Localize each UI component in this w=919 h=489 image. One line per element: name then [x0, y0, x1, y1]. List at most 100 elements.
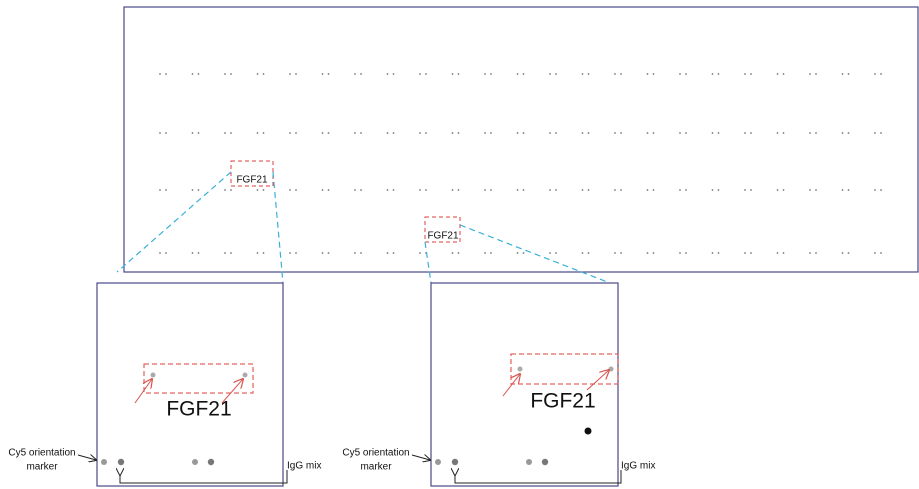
array-spot	[516, 252, 519, 254]
array-spot	[711, 189, 714, 191]
array-spot	[224, 73, 226, 75]
array-spot	[197, 252, 200, 254]
array-spot	[360, 73, 362, 75]
array-spot	[711, 132, 714, 134]
array-spot	[880, 73, 882, 75]
array-panel: FGF21 FGF21	[123, 6, 919, 273]
array-spot	[490, 73, 492, 75]
inset: FGF21 Cy5 orientation marker IgG mix	[8, 282, 321, 487]
array-spot	[685, 73, 687, 75]
array-spot	[457, 132, 460, 134]
array-spot	[711, 73, 714, 75]
array-spot	[679, 73, 681, 75]
panel-frame	[123, 6, 919, 273]
array-spot	[646, 252, 649, 254]
array-spot	[230, 252, 232, 254]
array-spot	[815, 189, 817, 191]
array-spot	[392, 189, 395, 191]
array-spot	[646, 189, 649, 191]
marker-label: Cy5 orientation	[342, 448, 409, 459]
array-spot	[256, 189, 259, 191]
array-spot	[549, 252, 551, 254]
array-spot	[847, 252, 850, 254]
array-spot	[256, 73, 259, 75]
array-spot	[874, 132, 876, 134]
array-spot	[191, 252, 194, 254]
array-spot	[457, 73, 460, 75]
array-spot	[419, 132, 421, 134]
array-spot	[230, 132, 232, 134]
array-spot	[685, 189, 687, 191]
array-spot	[685, 252, 687, 254]
array-spot	[354, 252, 356, 254]
array-spot	[880, 132, 882, 134]
array-spot	[750, 132, 752, 134]
array-spot	[776, 132, 779, 134]
array-spot	[815, 132, 817, 134]
array-spot	[646, 73, 649, 75]
array-spot	[679, 189, 681, 191]
array-spot	[327, 132, 330, 134]
array-spot	[614, 252, 616, 254]
control-label: IgG mix	[621, 461, 655, 472]
array-spot	[392, 252, 395, 254]
array-spot	[522, 189, 525, 191]
array-spot	[197, 189, 200, 191]
array-spot	[289, 132, 291, 134]
array-spot	[652, 189, 655, 191]
array-spot	[165, 132, 167, 134]
array-spot	[581, 132, 584, 134]
array-spot	[484, 252, 486, 254]
inset-frame	[430, 282, 619, 487]
marker-label: marker	[360, 462, 392, 473]
spot-label: FGF21	[427, 231, 459, 242]
array-spot	[744, 189, 746, 191]
array-spot	[776, 189, 779, 191]
array-spot	[191, 73, 194, 75]
array-spot	[880, 252, 882, 254]
array-spot	[457, 189, 460, 191]
array-spot	[874, 189, 876, 191]
array-spot	[484, 73, 486, 75]
array-spot	[782, 189, 785, 191]
array-spot	[549, 73, 551, 75]
array-spot	[224, 189, 226, 191]
array-spot	[685, 132, 687, 134]
array-spot	[614, 189, 616, 191]
array-spot	[522, 73, 525, 75]
array-spot	[516, 189, 519, 191]
array-spot	[516, 73, 519, 75]
array-spot	[354, 73, 356, 75]
array-spot	[191, 189, 194, 191]
array-spot	[191, 132, 194, 134]
array-spot	[587, 189, 590, 191]
array-spot	[425, 73, 427, 75]
array-spot	[841, 189, 844, 191]
array-spot	[159, 73, 161, 75]
array-spot	[717, 73, 720, 75]
highlight-box	[424, 216, 461, 243]
array-spot	[295, 132, 297, 134]
array-spot	[809, 73, 811, 75]
array-spot	[256, 252, 259, 254]
array-spot	[386, 252, 389, 254]
array-spot	[652, 132, 655, 134]
array-spot	[360, 189, 362, 191]
array-spot	[392, 73, 395, 75]
array-spot	[717, 252, 720, 254]
array-spot	[555, 252, 557, 254]
array-spot	[516, 132, 519, 134]
array-spot	[224, 252, 226, 254]
array-spot	[555, 189, 557, 191]
array-spot	[620, 132, 622, 134]
array-spot	[490, 189, 492, 191]
array-spot	[360, 252, 362, 254]
array-spot	[327, 252, 330, 254]
array-spot	[457, 252, 460, 254]
array-spot	[419, 252, 421, 254]
array-spot	[197, 132, 200, 134]
array-spot	[224, 132, 226, 134]
array-spot	[321, 189, 324, 191]
array-spot	[354, 132, 356, 134]
